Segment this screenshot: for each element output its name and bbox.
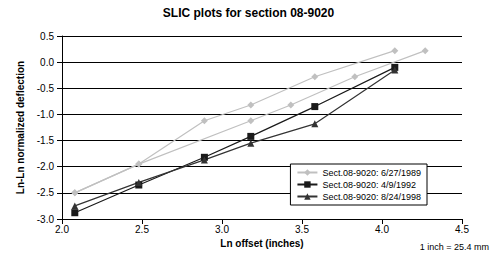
svg-text:1 inch = 25.4 mm: 1 inch = 25.4 mm bbox=[420, 242, 489, 252]
svg-text:4.5: 4.5 bbox=[455, 224, 469, 235]
svg-text:Sect.08-9020: 8/24/1998: Sect.08-9020: 8/24/1998 bbox=[322, 192, 421, 202]
svg-text:4.0: 4.0 bbox=[375, 224, 389, 235]
svg-text:0.0: 0.0 bbox=[40, 57, 54, 68]
svg-text:Ln offset (inches): Ln offset (inches) bbox=[220, 238, 303, 249]
svg-text:Sect.08-9020: 4/9/1992: Sect.08-9020: 4/9/1992 bbox=[322, 180, 416, 190]
svg-text:-0.5: -0.5 bbox=[37, 83, 55, 94]
svg-text:3.5: 3.5 bbox=[295, 224, 309, 235]
svg-text:Ln-Ln normalized deflection: Ln-Ln normalized deflection bbox=[15, 61, 26, 194]
svg-text:3.0: 3.0 bbox=[215, 224, 229, 235]
svg-text:-1.5: -1.5 bbox=[37, 135, 55, 146]
svg-text:-1.0: -1.0 bbox=[37, 109, 55, 120]
svg-text:-2.5: -2.5 bbox=[37, 187, 55, 198]
svg-text:2.0: 2.0 bbox=[55, 224, 69, 235]
svg-text:-3.0: -3.0 bbox=[37, 214, 55, 225]
svg-text:2.5: 2.5 bbox=[135, 224, 149, 235]
svg-text:0.5: 0.5 bbox=[40, 31, 54, 42]
svg-text:-2.0: -2.0 bbox=[37, 161, 55, 172]
svg-text:Sect.08-9020: 6/27/1989: Sect.08-9020: 6/27/1989 bbox=[322, 168, 421, 178]
svg-text:SLIC plots for section 08-9020: SLIC plots for section 08-9020 bbox=[163, 6, 335, 20]
